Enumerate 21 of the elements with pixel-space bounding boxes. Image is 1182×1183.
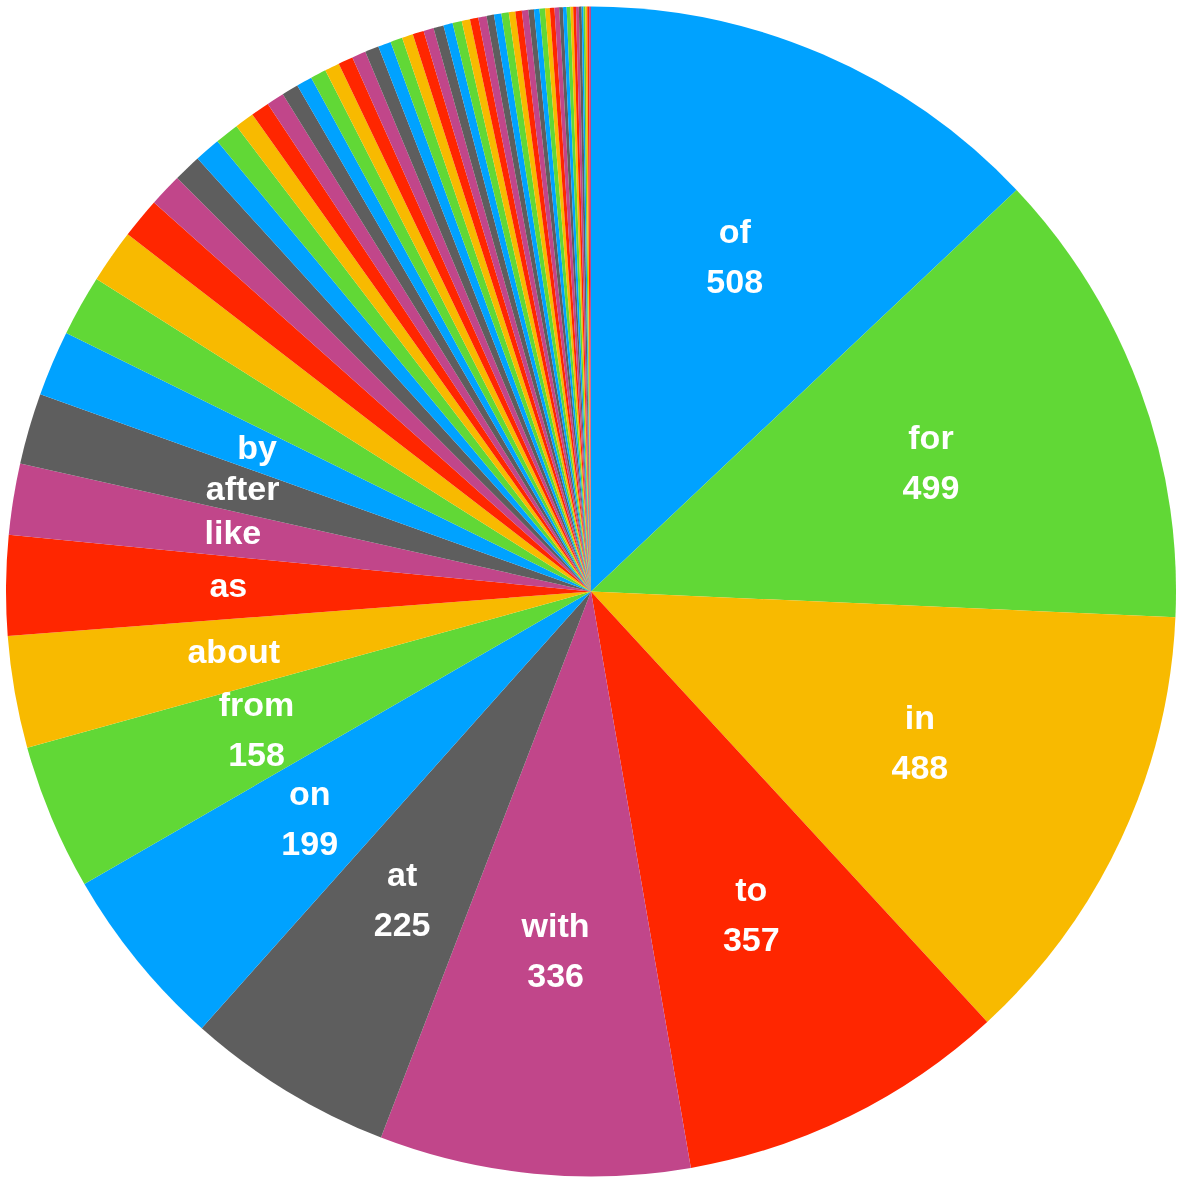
data-label: 499 (902, 468, 960, 507)
slice-label: as (209, 566, 248, 605)
slice-label: about (187, 632, 280, 671)
slice-label: for (908, 418, 954, 457)
data-label: 199 (281, 823, 339, 862)
data-label: 488 (891, 747, 949, 786)
slice-label: like (204, 512, 262, 551)
slice-label: of (718, 211, 752, 250)
slice-label: from (218, 685, 295, 724)
slice-label: at (387, 854, 418, 893)
slice-label: after (205, 468, 280, 507)
data-label: 508 (706, 261, 764, 300)
slice-label: with (520, 905, 590, 944)
slice-label: on (288, 773, 331, 812)
data-label: 158 (228, 735, 285, 774)
slice-label: in (904, 697, 935, 736)
slice-label: to (735, 870, 768, 909)
data-label: 357 (722, 920, 780, 959)
slice-label: by (237, 428, 277, 467)
data-label: 225 (373, 904, 431, 943)
data-label: 336 (527, 955, 584, 994)
